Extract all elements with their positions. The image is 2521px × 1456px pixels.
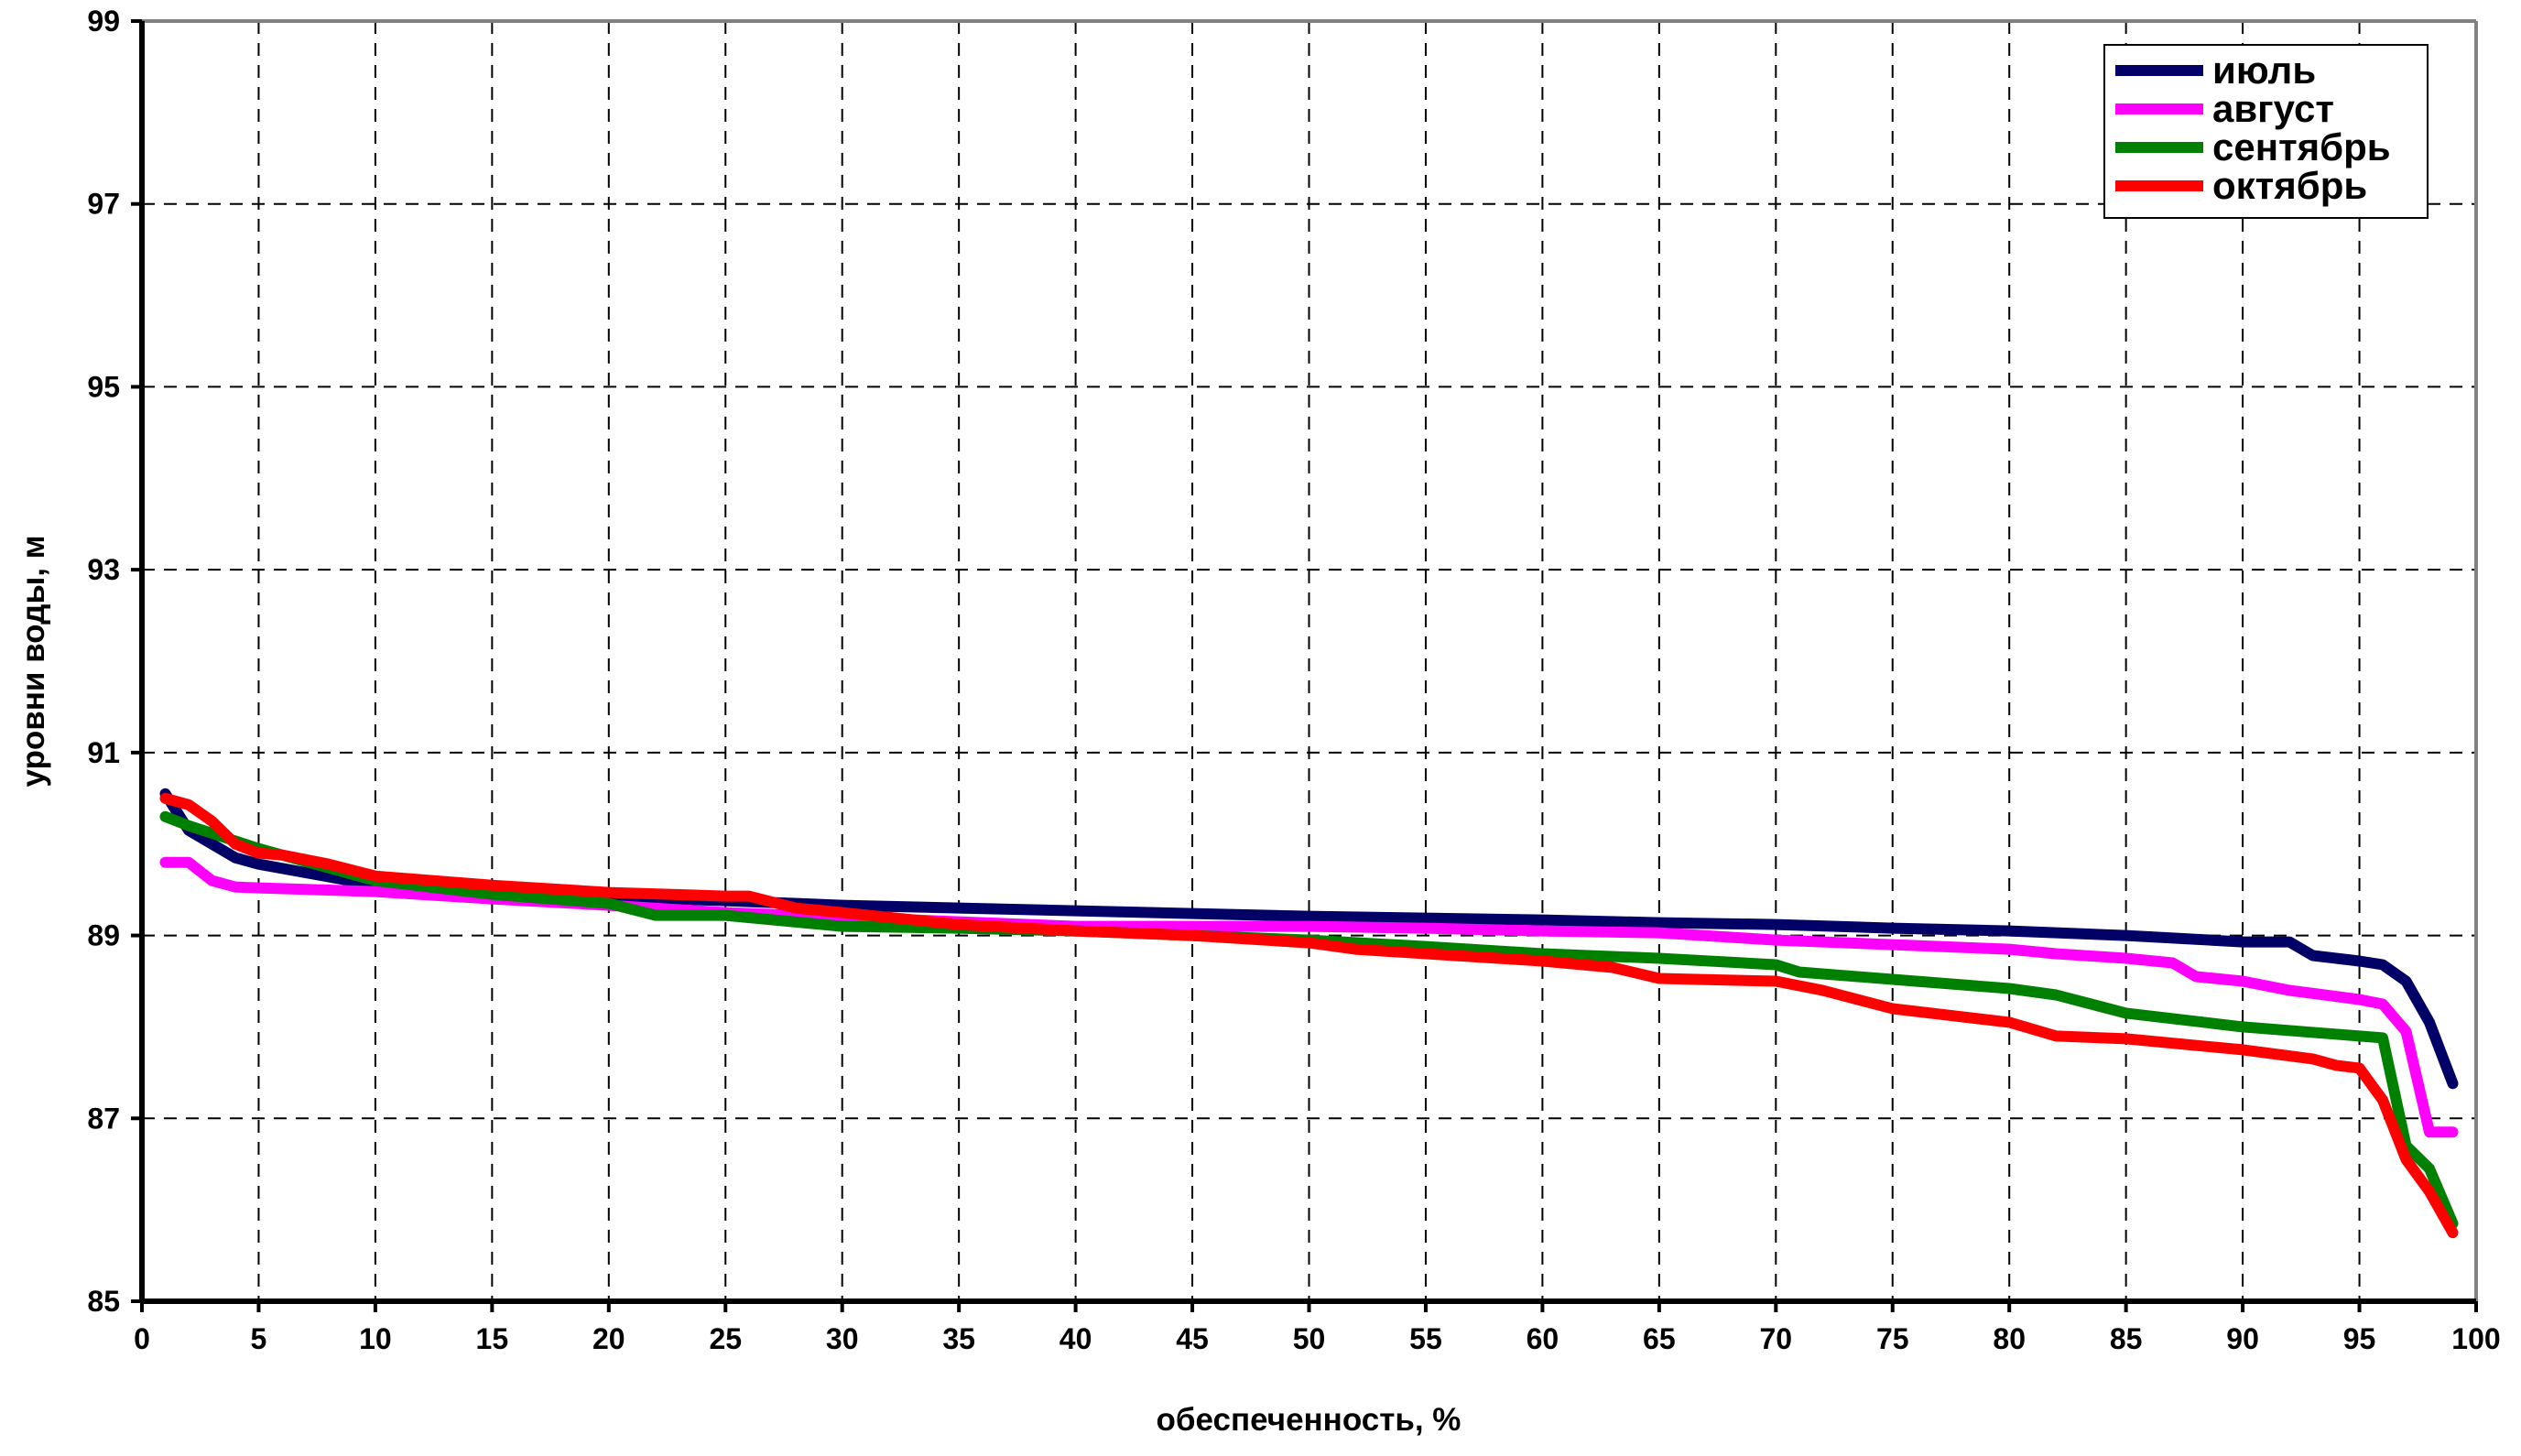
x-tick-label: 10 xyxy=(359,1322,392,1355)
x-tick-label: 100 xyxy=(2451,1322,2500,1355)
series-group xyxy=(159,788,2459,1239)
legend-label: июль xyxy=(2212,49,2316,92)
y-tick-label: 85 xyxy=(87,1285,120,1318)
y-axis-title: уровни воды, м xyxy=(16,535,51,787)
y-tick-label: 91 xyxy=(87,736,120,769)
y-tick-label: 99 xyxy=(87,5,120,38)
x-axis-title: обеспеченность, % xyxy=(1157,1402,1462,1438)
x-tick-label: 90 xyxy=(2226,1322,2259,1355)
x-tick-label: 5 xyxy=(251,1322,267,1355)
x-tick-label: 35 xyxy=(942,1322,975,1355)
x-tick-label: 75 xyxy=(1876,1322,1909,1355)
x-tick-label: 55 xyxy=(1409,1322,1442,1355)
y-tick-label: 97 xyxy=(87,188,120,221)
plot-frame xyxy=(131,19,2478,1312)
series-line-июль xyxy=(159,788,2459,1090)
y-tick-label: 95 xyxy=(87,370,120,403)
x-tick-label: 70 xyxy=(1760,1322,1793,1355)
series-line-август xyxy=(159,856,2459,1138)
y-tick-label: 89 xyxy=(87,919,120,952)
x-tick-label: 25 xyxy=(709,1322,742,1355)
x-tick-label: 95 xyxy=(2343,1322,2376,1355)
y-tick-label: 93 xyxy=(87,553,120,586)
legend-label: сентябрь xyxy=(2212,125,2391,168)
x-tick-label: 30 xyxy=(826,1322,859,1355)
x-tick-label: 40 xyxy=(1059,1322,1092,1355)
series-line-октябрь xyxy=(159,792,2459,1239)
x-tick-label: 0 xyxy=(134,1322,150,1355)
y-tick-label: 87 xyxy=(87,1102,120,1135)
x-tick-label: 80 xyxy=(1993,1322,2026,1355)
x-tick-label: 20 xyxy=(592,1322,625,1355)
tick-labels: 0 5 10 15 20 25 30 35 40 45 50 55 60 65 70 75 80 85 90 95 10… xyxy=(87,5,2500,1355)
x-tick-label: 65 xyxy=(1643,1322,1676,1355)
x-tick-label: 50 xyxy=(1293,1322,1326,1355)
series-line-сентябрь xyxy=(159,810,2459,1230)
x-tick-label: 85 xyxy=(2110,1322,2143,1355)
x-tick-label: 60 xyxy=(1527,1322,1559,1355)
legend-label: октябрь xyxy=(2212,164,2367,207)
legend-label: август xyxy=(2212,87,2334,130)
x-tick-label: 45 xyxy=(1176,1322,1209,1355)
x-tick-label: 15 xyxy=(476,1322,509,1355)
